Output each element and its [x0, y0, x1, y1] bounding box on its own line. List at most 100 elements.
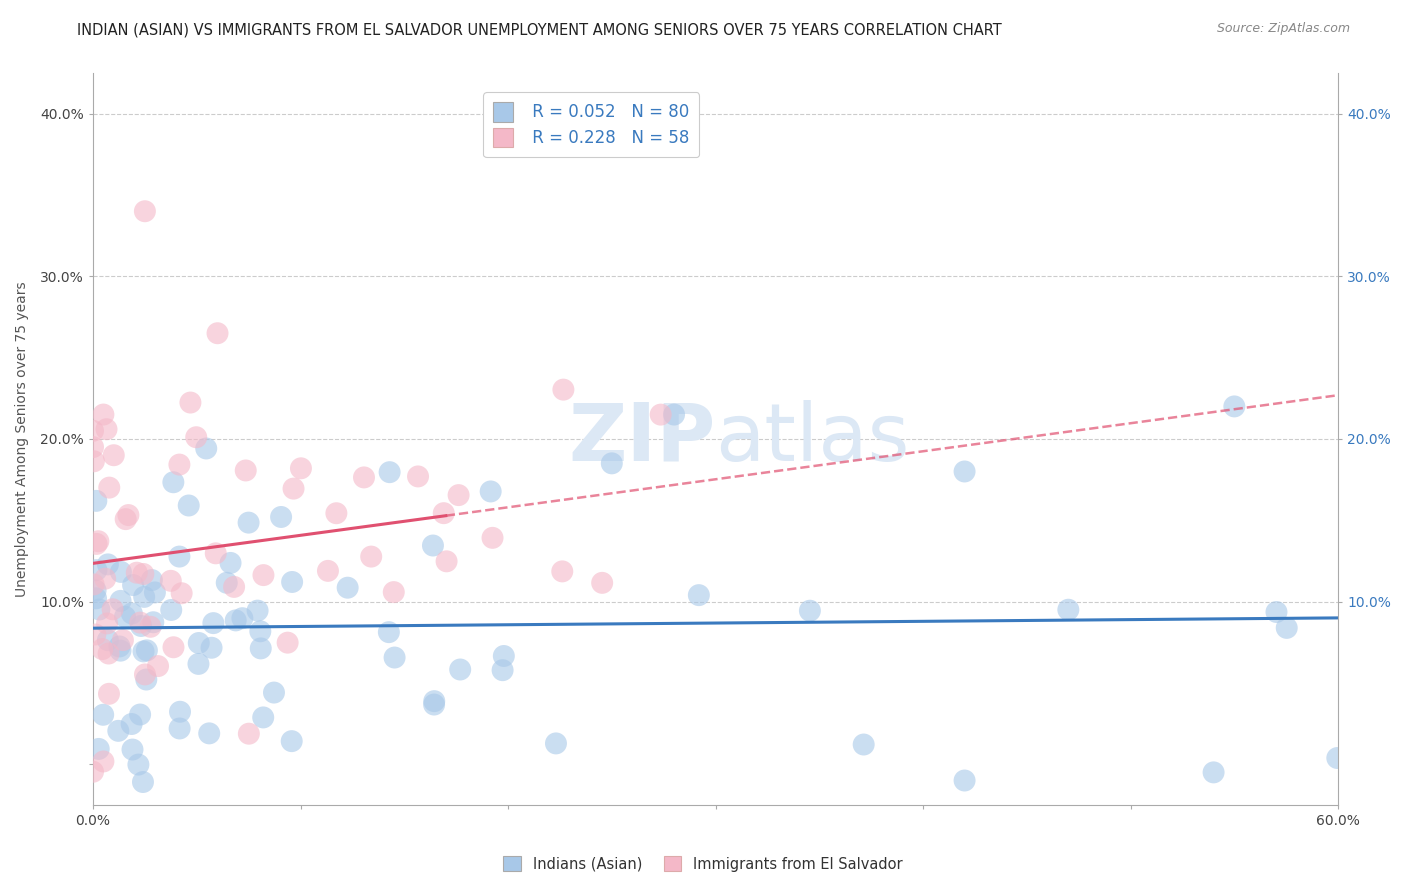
Point: [97, 558, 120, 572]
Point: [170, 586, 193, 600]
Point: [600, 456, 623, 470]
Point: [406, 469, 429, 483]
Point: [1275, 621, 1298, 635]
Point: [688, 588, 710, 602]
Point: [93, 755, 115, 769]
Point: [195, 442, 218, 456]
Point: [246, 604, 269, 618]
Point: [238, 516, 260, 530]
Point: [481, 531, 503, 545]
Point: [135, 673, 157, 687]
Point: [169, 549, 191, 564]
Point: [1202, 765, 1225, 780]
Point: [89, 602, 111, 616]
Legend:  R = 0.052   N = 80,  R = 0.228   N = 58: R = 0.052 N = 80, R = 0.228 N = 58: [484, 92, 699, 158]
Point: [283, 482, 305, 496]
Point: [129, 615, 152, 630]
Text: INDIAN (ASIAN) VS IMMIGRANTS FROM EL SALVADOR UNEMPLOYMENT AMONG SENIORS OVER 75: INDIAN (ASIAN) VS IMMIGRANTS FROM EL SAL…: [77, 22, 1002, 37]
Point: [96, 616, 118, 631]
Point: [263, 685, 285, 699]
Point: [238, 727, 260, 741]
Point: [447, 488, 470, 502]
Point: [336, 581, 359, 595]
Point: [114, 512, 136, 526]
Point: [87, 534, 110, 549]
Point: [134, 667, 156, 681]
Point: [200, 640, 222, 655]
Point: [479, 484, 502, 499]
Point: [110, 594, 132, 608]
Point: [953, 465, 976, 479]
Point: [84, 583, 107, 598]
Point: [91, 707, 114, 722]
Point: [553, 383, 575, 397]
Point: [86, 563, 108, 577]
Text: atlas: atlas: [716, 400, 910, 478]
Point: [378, 465, 401, 479]
Point: [353, 470, 375, 484]
Point: [252, 710, 274, 724]
Text: ZIP: ZIP: [568, 400, 716, 478]
Point: [169, 705, 191, 719]
Point: [101, 602, 124, 616]
Point: [103, 448, 125, 462]
Point: [84, 591, 107, 606]
Point: [378, 625, 401, 640]
Point: [249, 624, 271, 639]
Point: [384, 650, 406, 665]
Point: [423, 694, 446, 708]
Point: [129, 619, 152, 633]
Point: [852, 738, 875, 752]
Point: [252, 568, 274, 582]
Point: [82, 440, 104, 454]
Point: [544, 736, 567, 750]
Legend: Indians (Asian), Immigrants from El Salvador: Indians (Asian), Immigrants from El Salv…: [498, 850, 908, 878]
Point: [93, 408, 115, 422]
Point: [270, 510, 292, 524]
Point: [187, 657, 209, 671]
Point: [235, 463, 257, 477]
Point: [422, 539, 444, 553]
Point: [121, 717, 143, 731]
Point: [83, 577, 105, 591]
Point: [277, 635, 299, 649]
Point: [111, 633, 134, 648]
Point: [360, 549, 382, 564]
Point: [198, 726, 221, 740]
Point: [135, 643, 157, 657]
Point: [491, 663, 513, 677]
Point: [225, 614, 247, 628]
Point: [204, 546, 226, 560]
Point: [117, 508, 139, 522]
Point: [98, 687, 121, 701]
Point: [159, 574, 181, 588]
Point: [83, 454, 105, 468]
Point: [91, 642, 114, 657]
Point: [143, 585, 166, 599]
Point: [433, 506, 456, 520]
Point: [382, 585, 405, 599]
Point: [127, 757, 149, 772]
Point: [290, 461, 312, 475]
Point: [121, 742, 143, 756]
Point: [423, 698, 446, 712]
Point: [222, 580, 245, 594]
Point: [139, 620, 162, 634]
Point: [492, 648, 515, 663]
Point: [799, 604, 821, 618]
Point: [215, 575, 238, 590]
Point: [219, 556, 242, 570]
Point: [207, 326, 229, 341]
Point: [125, 566, 148, 580]
Point: [82, 424, 104, 438]
Point: [169, 458, 191, 472]
Point: [114, 609, 136, 624]
Point: [97, 647, 120, 661]
Point: [97, 633, 120, 648]
Point: [662, 408, 685, 422]
Point: [108, 640, 131, 654]
Y-axis label: Unemployment Among Seniors over 75 years: Unemployment Among Seniors over 75 years: [15, 281, 30, 597]
Point: [146, 659, 169, 673]
Point: [169, 722, 191, 736]
Point: [1057, 603, 1080, 617]
